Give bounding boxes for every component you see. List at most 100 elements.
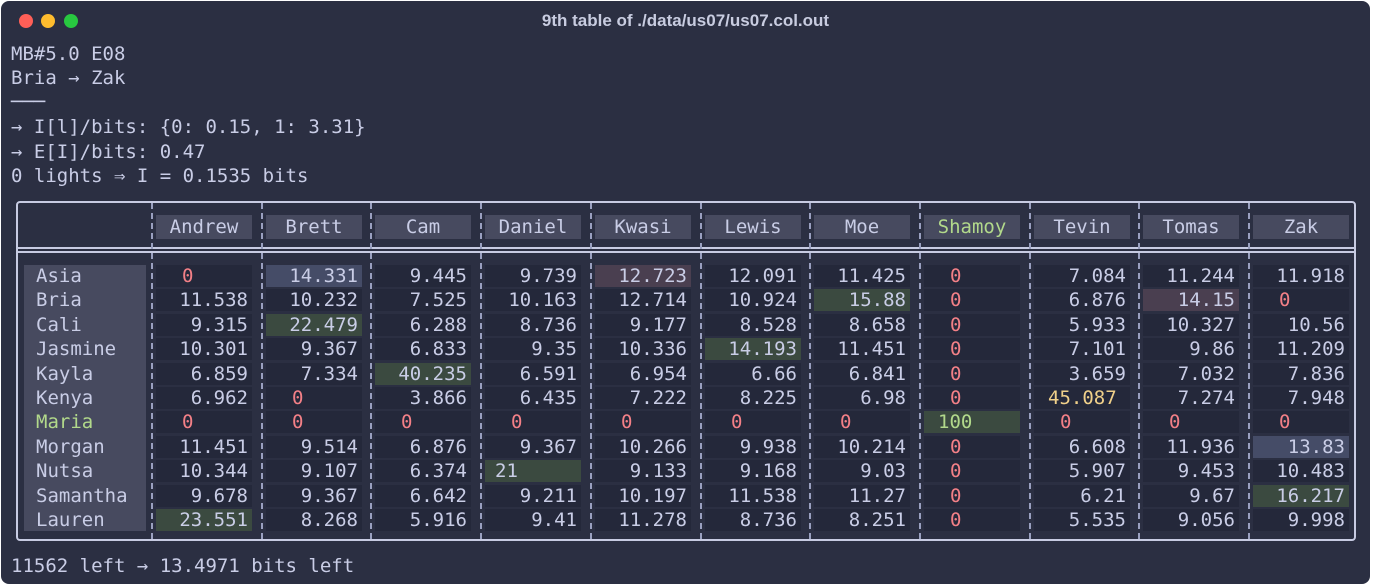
table-cell: 0 [924,265,1020,287]
table-cell: 11.209 [1253,338,1349,361]
column-separator [261,203,263,539]
title-bar: 9th table of ./data/us07/us07.col.out [1,1,1370,39]
table-cell: 5.916 [375,509,471,531]
table-cell: 12.723 [595,265,691,287]
table-cell: 9.678 [156,484,252,507]
table-cell: 10.266 [595,435,691,458]
table-cell: 10.163 [485,289,581,312]
row-header-asia: Asia [36,265,82,287]
table-cell: 7.836 [1253,362,1349,385]
table-cell: 6.66 [705,362,801,385]
probability-table: Andrew Brett Cam Daniel Kwasi Lewis Moe Shamoy T… [16,201,1356,541]
table-cell: 9.168 [705,460,801,483]
table-cell: 6.591 [485,362,581,385]
row-header-cali: Cali [36,313,82,336]
column-header-daniel: Daniel [485,215,581,239]
table-cell: 14.15 [1143,289,1239,312]
table-cell: 8.736 [705,509,801,531]
table-cell: 0 [924,460,1020,483]
column-header-zak: Zak [1253,215,1349,239]
header-line-6: 0 lights ⇒ I = 0.1535 bits [11,165,309,187]
table-cell: 0 [924,289,1020,312]
table-cell: 9.86 [1143,338,1239,361]
table-cell: 7.084 [1034,265,1130,287]
table-cell: 10.232 [266,289,362,312]
column-separator [700,203,702,539]
table-cell: 6.435 [485,387,581,409]
table-cell: 7.101 [1034,338,1130,361]
table-cell: 9.367 [266,338,362,361]
table-cell: 0 [924,338,1020,361]
column-separator [151,203,153,539]
table-cell: 9.998 [1253,509,1349,531]
table-cell: 9.445 [375,265,471,287]
column-separator [1248,203,1250,539]
table-cell: 6.876 [1034,289,1130,312]
table-cell: 9.056 [1143,509,1239,531]
column-header-brett: Brett [266,215,362,239]
table-cell: 11.538 [705,484,801,507]
column-separator [1138,203,1140,539]
table-cell: 7.948 [1253,387,1349,409]
row-header-morgan: Morgan [36,435,105,458]
row-header-bria: Bria [36,289,82,312]
minimize-window-button[interactable] [41,14,55,28]
table-cell: 3.659 [1034,362,1130,385]
window-title: 9th table of ./data/us07/us07.col.out [541,11,830,30]
header-line-2: Bria → Zak [11,67,126,89]
table-cell: 6.954 [595,362,691,385]
table-cell: 15.88 [814,289,910,312]
table-cell: 8.251 [814,509,910,531]
header-line-1: MB#5.0 E08 [11,43,126,65]
header-divider-bottom [18,251,1354,253]
table-cell: 0 [1253,289,1349,312]
maximize-window-button[interactable] [64,14,78,28]
table-cell: 40.235 [375,362,471,385]
table-cell: 0 [924,313,1020,336]
table-cell: 6.876 [375,435,471,458]
table-cell: 0 [924,362,1020,385]
header-line-5: → E[I]/bits: 0.47 [11,141,206,163]
table-cell: 12.091 [705,265,801,287]
table-cell: 16.217 [1253,484,1349,507]
table-cell: 7.525 [375,289,471,312]
table-cell: 11.244 [1143,265,1239,287]
table-cell: 0 [1253,411,1349,434]
table-cell: 7.032 [1143,362,1239,385]
column-header-cam: Cam [375,215,471,239]
table-cell: 0 [156,411,252,434]
column-header-moe: Moe [814,215,910,239]
table-cell: 6.98 [814,387,910,409]
row-header-jasmine: Jasmine [36,338,117,361]
table-cell: 11.936 [1143,435,1239,458]
table-cell: 10.344 [156,460,252,483]
table-cell: 9.367 [266,484,362,507]
table-cell: 0 [924,509,1020,531]
table-cell: 5.933 [1034,313,1130,336]
table-cell: 6.833 [375,338,471,361]
table-cell: 6.962 [156,387,252,409]
row-header-kayla: Kayla [36,362,94,385]
table-cell: 0 [924,484,1020,507]
table-cell: 21 [485,460,581,483]
header-line-3: ─── [11,91,46,113]
table-cell: 0 [1034,411,1130,434]
table-cell: 6.841 [814,362,910,385]
row-header-nutsa: Nutsa [36,460,94,483]
table-cell: 0 [375,411,471,434]
table-cell: 9.514 [266,435,362,458]
column-separator [370,203,372,539]
column-header-andrew: Andrew [156,215,252,239]
header-line-4: → I[l]/bits: {0: 0.15, 1: 3.31} [11,116,366,138]
table-cell: 11.451 [814,338,910,361]
table-cell: 6.859 [156,362,252,385]
close-window-button[interactable] [19,14,33,28]
table-cell: 5.535 [1034,509,1130,531]
table-cell: 8.528 [705,313,801,336]
header-divider-top [18,247,1354,249]
table-cell: 11.425 [814,265,910,287]
table-cell: 100 [924,411,1020,434]
table-cell: 9.315 [156,313,252,336]
footer-status: 11562 left → 13.4971 bits left [11,555,355,577]
